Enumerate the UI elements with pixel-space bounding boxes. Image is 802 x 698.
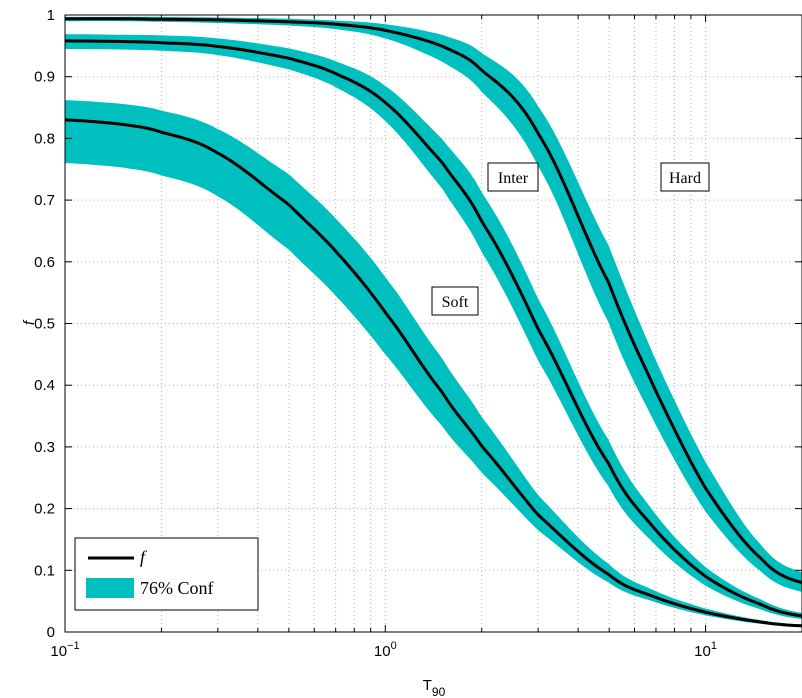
y-tick-label: 0.6 (34, 254, 55, 271)
legend-box (74, 537, 259, 611)
f-curve-soft (64, 118, 802, 628)
annotation-inter: Inter (487, 162, 539, 192)
annotation-inter-label: Inter (498, 170, 529, 187)
legend-label-f: f (140, 547, 148, 567)
x-tick-label: 10−1 (50, 640, 79, 660)
annotation-hard-label: Hard (669, 170, 701, 187)
y-tick-label: 1 (47, 7, 55, 24)
f-curve-inter (65, 39, 802, 618)
y-tick-label: 0.1 (34, 562, 55, 579)
legend: f 76% Conf (74, 537, 259, 611)
legend-label-conf: 76% Conf (140, 578, 214, 598)
conf-band-soft (65, 100, 802, 628)
legend-band-swatch (86, 578, 134, 598)
y-tick-label: 0.5 (34, 316, 55, 333)
y-tick-label: 0.8 (34, 130, 55, 147)
annotation-hard: Hard (660, 162, 710, 192)
conf-band-hard (65, 16, 802, 592)
y-tick-label: 0 (47, 624, 55, 641)
y-tick-label: 0.4 (34, 377, 55, 394)
axis-ticks: 0 0.1 0.2 0.3 0.4 0.5 0.6 0.7 0.8 0.9 1 10−1 100 101 (34, 7, 802, 660)
x-tick-label: 101 (694, 640, 717, 660)
annotation-soft: Soft (431, 286, 479, 316)
y-tick-label: 0.2 (34, 501, 55, 518)
x-tick-label: 100 (374, 640, 397, 660)
y-tick-label: 0.3 (34, 439, 55, 456)
y-tick-label: 0.7 (34, 192, 55, 209)
x-axis-label: T90 (423, 677, 446, 698)
confidence-bands (65, 16, 802, 628)
y-axis-label: f (21, 319, 38, 325)
annotation-soft-label: Soft (442, 294, 469, 311)
y-tick-label: 0.9 (34, 69, 55, 86)
f-curves (64, 17, 802, 628)
f-curve-hard (65, 17, 802, 585)
conf-band-inter (65, 34, 802, 620)
